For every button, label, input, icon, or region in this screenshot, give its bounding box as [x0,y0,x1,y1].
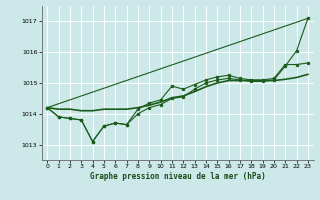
X-axis label: Graphe pression niveau de la mer (hPa): Graphe pression niveau de la mer (hPa) [90,172,266,181]
